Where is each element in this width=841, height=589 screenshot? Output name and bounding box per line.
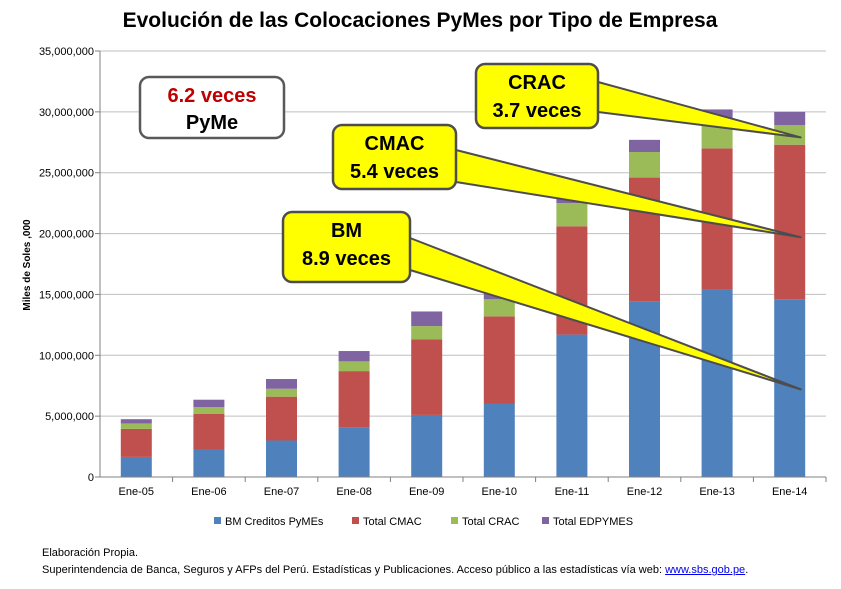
bar-segment: [193, 449, 225, 477]
bar-segment: [338, 351, 370, 362]
legend-label: BM Creditos PyMEs: [225, 516, 324, 528]
callout-pointer: [409, 237, 802, 391]
stacked-bar-chart: Evolución de las Colocaciones PyMes por …: [22, 9, 827, 528]
bar-segment: [774, 144, 806, 300]
bar-segment: [483, 299, 515, 317]
callout-ratio: 8.9 veces: [302, 248, 391, 270]
y-tick-label: 20,000,000: [39, 229, 94, 241]
y-tick-label: 35,000,000: [39, 46, 94, 58]
bars: [120, 109, 806, 477]
pyme-ratio-value: 6.2 veces: [168, 85, 257, 107]
legend-label: Total CRAC: [462, 516, 520, 528]
bar-segment: [629, 152, 660, 178]
bar-segment: [556, 203, 588, 227]
y-tick-label: 5,000,000: [45, 411, 94, 423]
sbs-link[interactable]: www.sbs.gob.pe: [665, 564, 746, 576]
bar-segment: [120, 456, 152, 477]
legend-label: Total EDPYMES: [553, 516, 633, 528]
bar-segment: [193, 399, 225, 408]
bar-segment: [193, 413, 225, 450]
x-tick-label: Ene-06: [191, 486, 226, 498]
bar-segment: [338, 371, 370, 428]
x-tick-label: Ene-10: [482, 486, 517, 498]
bar-segment: [338, 427, 370, 477]
bar-segment: [411, 326, 443, 340]
pyme-ratio-label: PyMe: [186, 112, 238, 134]
footer-period: .: [745, 564, 749, 576]
x-tick-label: Ene-12: [627, 486, 662, 498]
bar-segment: [556, 334, 588, 477]
annotations: 6.2 veces PyMe CRAC 3.7 veces CMAC 5.4 veces B…: [138, 62, 802, 391]
footer-source-note: Elaboración Propia.: [42, 547, 139, 559]
bar-segment: [774, 299, 806, 477]
bar-segment: [483, 403, 515, 477]
bar-segment: [120, 428, 152, 457]
legend-swatch: [542, 517, 549, 524]
y-tick-label: 30,000,000: [39, 107, 94, 119]
bar-segment: [120, 419, 152, 424]
x-tick-label: Ene-07: [264, 486, 299, 498]
bar-segment: [193, 407, 225, 414]
bar-segment: [411, 414, 443, 477]
y-axis-label: Miles de Soles ,000: [22, 219, 33, 311]
x-tick-label: Ene-05: [119, 486, 154, 498]
bar-segment: [629, 139, 660, 153]
bar-segment: [120, 423, 152, 429]
callout-pointer: [455, 149, 802, 239]
callout-label: CMAC: [365, 133, 425, 155]
y-tick-labels: 0 5,000,000 10,000,000 15,000,000 20,000,000…: [39, 46, 94, 484]
callout-box: [474, 62, 600, 130]
callout-label: BM: [331, 220, 362, 242]
x-tick-labels: Ene-05 Ene-06 Ene-07 Ene-08 Ene-09 Ene-10 Ene-…: [119, 477, 827, 498]
callout-pointer: [597, 81, 802, 139]
callout-box: [281, 210, 412, 284]
y-tick-label: 15,000,000: [39, 289, 94, 301]
bar-segment: [266, 396, 297, 441]
callout-ratio: 5.4 veces: [350, 161, 439, 183]
x-tick-label: Ene-09: [409, 486, 444, 498]
footer-source-line: Superintendencia de Banca, Seguros y AFP…: [42, 564, 748, 576]
callout-ratio: 3.7 veces: [493, 100, 582, 122]
legend-swatch: [451, 517, 458, 524]
legend-swatch: [214, 517, 221, 524]
x-tick-label: Ene-11: [555, 486, 590, 498]
bar-segment: [266, 440, 297, 477]
bar-segment: [774, 111, 806, 126]
legend: BM Creditos PyMEs Total CMAC Total CRAC Tot…: [214, 516, 633, 528]
x-tick-label: Ene-14: [772, 486, 807, 498]
bar-segment: [266, 388, 297, 397]
callout-box: [331, 123, 458, 191]
bar-segment: [701, 289, 733, 477]
bar-segment: [338, 361, 370, 372]
bar-segment: [411, 339, 443, 415]
y-tick-label: 25,000,000: [39, 168, 94, 180]
footer-source-text: Superintendencia de Banca, Seguros y AFP…: [42, 564, 666, 576]
bar-segment: [483, 316, 515, 404]
pyme-ratio-box: [138, 75, 286, 140]
bar-segment: [411, 311, 443, 327]
legend-swatch: [352, 517, 359, 524]
chart-title: Evolución de las Colocaciones PyMes por …: [123, 9, 718, 32]
callout-label: CRAC: [508, 72, 566, 94]
x-tick-label: Ene-08: [336, 486, 371, 498]
x-tick-label: Ene-13: [699, 486, 734, 498]
bar-segment: [266, 379, 297, 389]
legend-label: Total CMAC: [363, 516, 422, 528]
y-tick-label: 10,000,000: [39, 350, 94, 362]
y-tick-label: 0: [88, 472, 94, 484]
